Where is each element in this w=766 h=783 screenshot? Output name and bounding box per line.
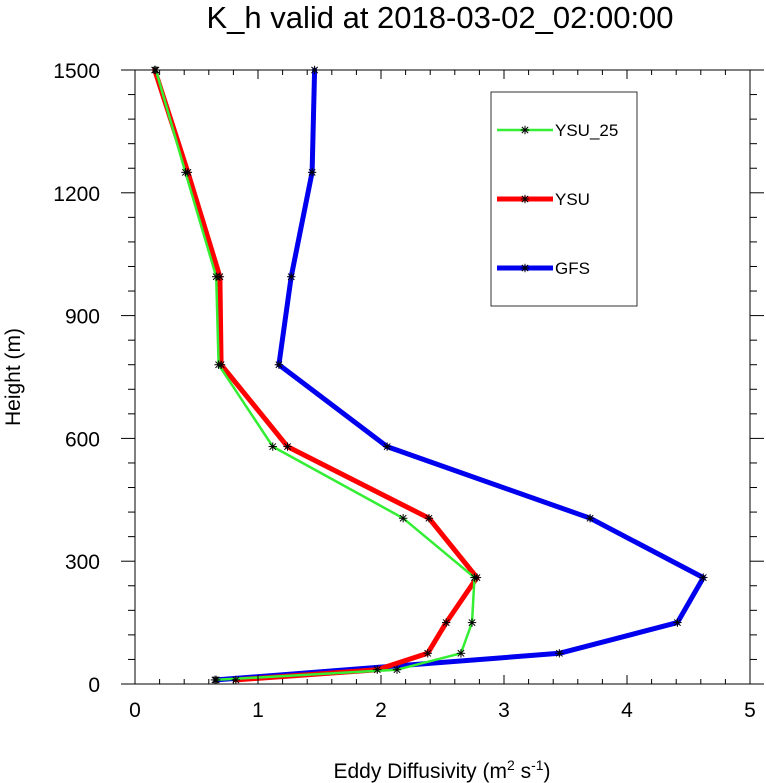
legend-label-ysu-25: YSU_25 [555,121,618,140]
data-point-ysu-25 [456,649,466,658]
y-tick-label: 900 [65,306,100,329]
legend-marker-ysu [520,194,530,204]
y-tick-label: 600 [65,428,100,451]
data-point-ysu-25 [470,573,479,582]
legend-item-gfs: GFS [497,259,590,278]
y-tick-label: 1500 [53,60,100,83]
data-point-gfs [699,573,708,582]
x-tick-label: 0 [129,699,141,722]
data-point-ysu-25 [214,360,223,369]
data-point-ysu-25 [398,514,408,523]
chart-title: K_h valid at 2018-03-02_02:00:00 [206,0,673,35]
legend: YSU_25 YSU GFS [490,91,638,307]
data-point-gfs [382,442,392,451]
data-point-gfs [585,514,595,523]
x-tick-label: 3 [498,699,510,722]
y-tick-label: 300 [65,551,100,574]
x-tick-label: 1 [252,699,264,722]
data-point-ysu-25 [268,442,277,451]
x-tick-label: 5 [744,699,756,722]
y-tick-label: 1200 [53,183,100,206]
data-point-ysu-25 [211,272,221,281]
plot-area [150,65,708,685]
legend-item-ysu: YSU [497,190,590,209]
x-tick-label: 4 [621,699,633,722]
plot-frame [134,69,751,685]
axes: 0 1 2 3 4 5 0 300 600 900 1200 1500 [53,60,764,722]
y-axis-label: Height (m) [2,328,25,426]
legend-label-ysu: YSU [555,190,590,209]
legend-marker-gfs [520,263,530,273]
data-point-ysu [423,649,432,658]
legend-marker-ysu-25 [520,125,530,135]
data-point-gfs [307,168,317,177]
data-point-gfs [274,360,284,369]
data-point-ysu [441,618,451,627]
x-tick-label: 2 [375,699,387,722]
data-point-ysu-25 [181,168,190,177]
data-point-ysu-25 [467,618,477,627]
data-point-gfs [555,649,564,658]
y-tick-label: 0 [88,674,100,697]
series-line-ysu-25 [154,68,476,682]
data-point-gfs [673,618,682,627]
legend-label-gfs: GFS [555,259,590,278]
data-point-ysu [424,514,434,523]
data-point-gfs [287,272,296,281]
data-point-ysu-25 [392,665,402,674]
x-axis-label: Eddy Diffusivity (m2 s-1) [333,757,550,783]
series-line-gfs [213,67,706,683]
data-point-ysu-25 [210,675,220,685]
legend-item-ysu-25: YSU_25 [497,121,618,140]
data-point-ysu [283,442,292,451]
series-line-ysu [152,67,480,683]
data-point-ysu [373,665,382,674]
